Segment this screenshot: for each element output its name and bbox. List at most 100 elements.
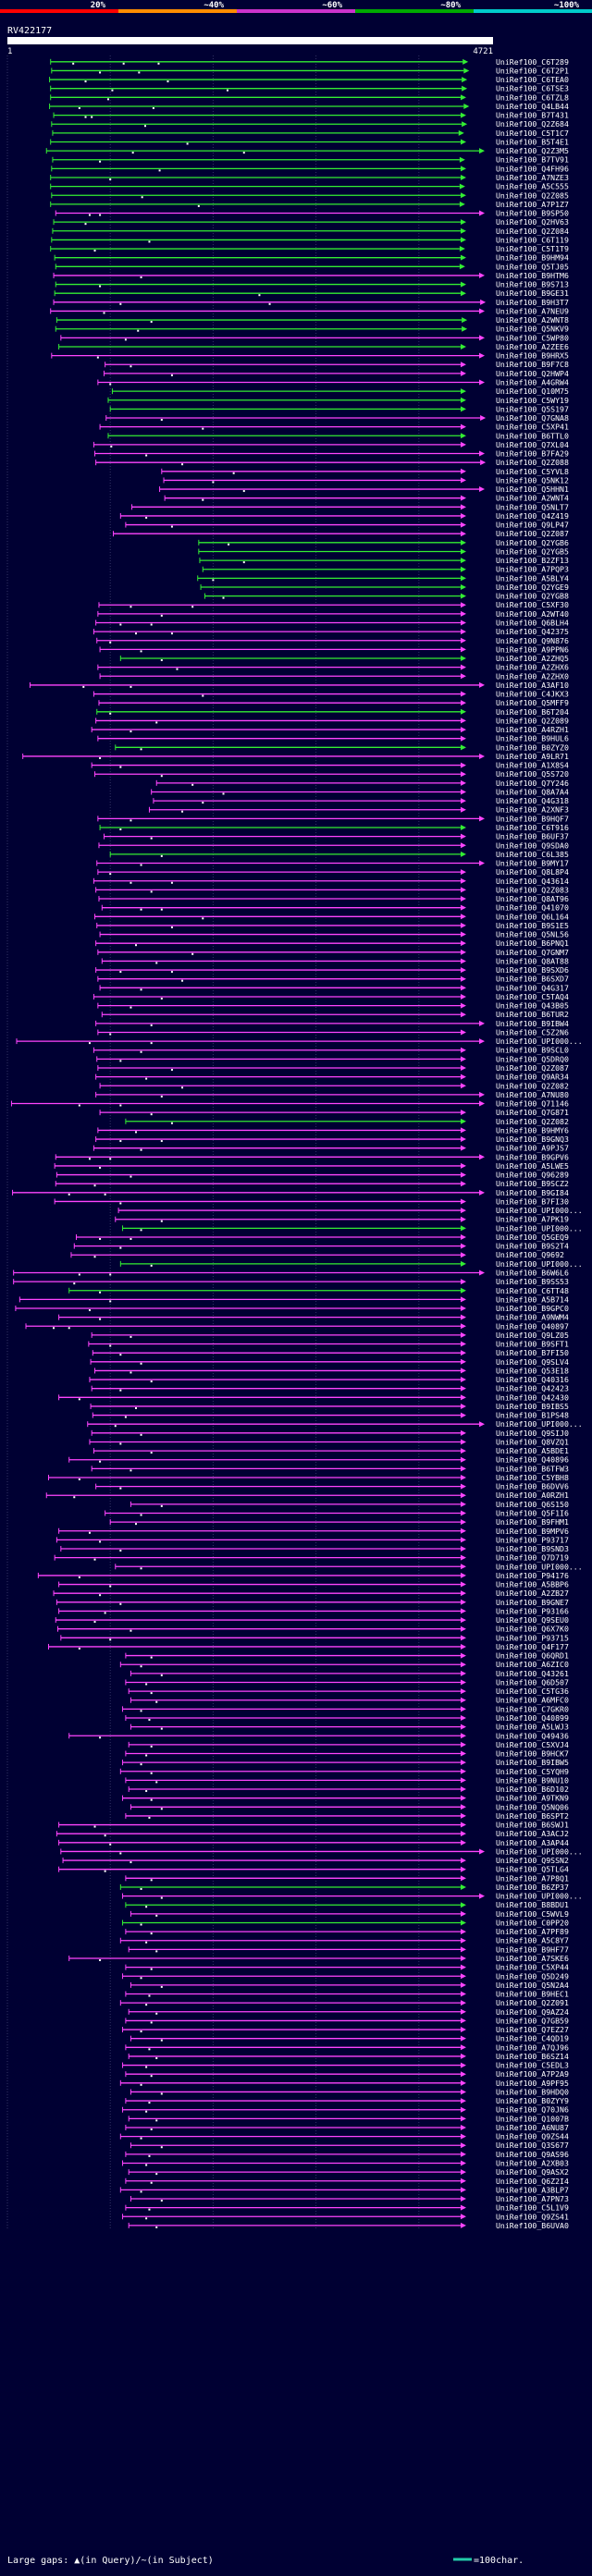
hit-row[interactable]: UniRef100_B9SFT1 — [88, 1340, 569, 1349]
hit-label[interactable]: UniRef100_Q2YGE9 — [496, 583, 569, 592]
hit-label[interactable]: UniRef100_Q9AS96 — [496, 2150, 569, 2159]
hit-row[interactable]: UniRef100_Q4LB44 — [49, 102, 569, 111]
hit-label[interactable]: UniRef100_B9H3T7 — [496, 298, 569, 307]
hit-label[interactable]: UniRef100_A5LWJ3 — [496, 1723, 569, 1732]
hit-label[interactable]: UniRef100_Q2Z083 — [496, 885, 569, 894]
hit-row[interactable]: UniRef100_C5YBH8 — [47, 1473, 569, 1482]
hit-label[interactable]: UniRef100_Q42430 — [496, 1392, 569, 1402]
hit-label[interactable]: UniRef100_B6SZ14 — [496, 2052, 569, 2061]
hit-row[interactable]: UniRef100_B9HTM6 — [53, 271, 569, 280]
hit-label[interactable]: UniRef100_Q5NKV9 — [496, 325, 569, 334]
hit-row[interactable]: UniRef100_B6TTL0 — [107, 431, 569, 440]
hit-row[interactable]: UniRef100_C5T1T9 — [50, 244, 569, 253]
hit-label[interactable]: UniRef100_A2ZHX0 — [496, 671, 569, 681]
hit-row[interactable]: UniRef100_Q2Z083 — [95, 885, 569, 894]
hit-label[interactable]: UniRef100_Q43B05 — [496, 1001, 569, 1011]
hit-label[interactable]: UniRef100_A5C8Y7 — [496, 1936, 569, 1945]
hit-row[interactable]: UniRef100_Q6S150 — [130, 1500, 569, 1509]
hit-row[interactable]: UniRef100_Q5TJ05 — [55, 262, 569, 271]
hit-row[interactable]: UniRef100_B9GI84 — [12, 1188, 569, 1197]
hit-row[interactable]: UniRef100_B9GPC0 — [15, 1304, 569, 1313]
hit-label[interactable]: UniRef100_Q40896 — [496, 1455, 569, 1465]
hit-row[interactable]: UniRef100_A5C8Y7 — [119, 1936, 569, 1945]
hit-row[interactable]: UniRef100_Q2YGB6 — [198, 538, 569, 547]
hit-label[interactable]: UniRef100_C5XP41 — [496, 423, 569, 432]
hit-row[interactable]: UniRef100_Q42430 — [58, 1392, 569, 1402]
hit-row[interactable]: UniRef100_B9HUL6 — [97, 734, 569, 743]
hit-label[interactable]: UniRef100_Q42423 — [496, 1384, 569, 1393]
hit-row[interactable]: UniRef100_B7FI30 — [54, 1196, 569, 1206]
hit-label[interactable]: UniRef100_A9PPN6 — [496, 644, 569, 654]
hit-row[interactable]: UniRef100_C4QD19 — [130, 2034, 569, 2043]
hit-row[interactable]: UniRef100_UPI000... — [122, 1892, 583, 1901]
hit-label[interactable]: UniRef100_C4QD19 — [496, 2034, 569, 2043]
hit-label[interactable]: UniRef100_Q9SEU0 — [496, 1615, 569, 1625]
hit-label[interactable]: UniRef100_B9IBW4 — [496, 1019, 569, 1028]
hit-row[interactable]: UniRef100_Q2Z087 — [97, 1063, 569, 1073]
hit-row[interactable]: UniRef100_A7P8Q1 — [125, 1873, 569, 1883]
hit-row[interactable]: UniRef100_B6UVA0 — [128, 2221, 569, 2230]
hit-label[interactable]: UniRef100_C6TT48 — [496, 1286, 569, 1295]
hit-row[interactable]: UniRef100_Q49436 — [68, 1731, 569, 1740]
hit-label[interactable]: UniRef100_Q9ASX2 — [496, 2167, 569, 2177]
hit-row[interactable]: UniRef100_A4GRW4 — [97, 377, 569, 386]
hit-label[interactable]: UniRef100_Q5NQ06 — [496, 1802, 569, 1811]
hit-label[interactable]: UniRef100_B9HTM6 — [496, 271, 569, 280]
hit-label[interactable]: UniRef100_A7PK19 — [496, 1215, 569, 1224]
hit-row[interactable]: UniRef100_Q5TLG4 — [58, 1865, 569, 1874]
hit-label[interactable]: UniRef100_A6MFC0 — [496, 1696, 569, 1705]
hit-label[interactable]: UniRef100_Q9SSN2 — [496, 1856, 569, 1865]
hit-label[interactable]: UniRef100_Q7D719 — [496, 1553, 569, 1563]
hit-label[interactable]: UniRef100_A7PF89 — [496, 1927, 569, 1936]
hit-label[interactable]: UniRef100_Q6Z2I4 — [496, 2177, 569, 2186]
hit-row[interactable]: UniRef100_B6UF37 — [104, 832, 569, 841]
hit-row[interactable]: UniRef100_Q8AT88 — [101, 956, 569, 965]
hit-label[interactable]: UniRef100_C5TG36 — [496, 1687, 569, 1696]
hit-label[interactable]: UniRef100_UPI000... — [496, 1037, 583, 1046]
hit-label[interactable]: UniRef100_Q5DRQ0 — [496, 1054, 569, 1063]
hit-row[interactable]: UniRef100_Q40897 — [25, 1321, 569, 1331]
hit-row[interactable]: UniRef100_Q40896 — [68, 1455, 569, 1465]
hit-label[interactable]: UniRef100_B9S1E5 — [496, 921, 569, 930]
hit-label[interactable]: UniRef100_Q5MFF9 — [496, 698, 569, 707]
hit-label[interactable]: UniRef100_Q4G318 — [496, 796, 569, 805]
hit-row[interactable]: UniRef100_A7P1Z7 — [50, 200, 569, 209]
hit-row[interactable]: UniRef100_Q9AR34 — [95, 1073, 569, 1082]
hit-row[interactable]: UniRef100_Q5HHN1 — [159, 485, 569, 494]
hit-label[interactable]: UniRef100_B9MPV6 — [496, 1527, 569, 1536]
hit-label[interactable]: UniRef100_UPI000... — [496, 1223, 583, 1233]
hit-row[interactable]: UniRef100_Q1007B — [128, 2114, 569, 2123]
hit-label[interactable]: UniRef100_A2ZHX6 — [496, 663, 569, 672]
hit-row[interactable]: UniRef100_Q7GNA8 — [105, 413, 569, 423]
hit-row[interactable]: UniRef100_UPI000... — [60, 1846, 583, 1856]
hit-label[interactable]: UniRef100_B0ZYZ0 — [496, 742, 569, 752]
hit-row[interactable]: UniRef100_A2XB03 — [122, 2158, 569, 2167]
hit-label[interactable]: UniRef100_B9HMY6 — [496, 1125, 569, 1135]
hit-label[interactable]: UniRef100_Q2Z088 — [496, 458, 569, 467]
hit-label[interactable]: UniRef100_B9NU10 — [496, 1775, 569, 1785]
hit-row[interactable]: UniRef100_Q53E18 — [94, 1366, 569, 1375]
hit-label[interactable]: UniRef100_Q8AT96 — [496, 894, 569, 903]
hit-label[interactable]: UniRef100_Q7EZ27 — [496, 2025, 569, 2034]
hit-label[interactable]: UniRef100_A7P1Z7 — [496, 200, 569, 209]
hit-row[interactable]: UniRef100_Q70JN6 — [122, 2105, 569, 2115]
hit-label[interactable]: UniRef100_Q9SLV4 — [496, 1357, 569, 1367]
hit-label[interactable]: UniRef100_B9HF77 — [496, 1944, 569, 1954]
hit-label[interactable]: UniRef100_UPI000... — [496, 1259, 583, 1269]
hit-label[interactable]: UniRef100_C6TEA0 — [496, 75, 569, 84]
hit-row[interactable]: UniRef100_Q5NK12 — [163, 475, 569, 485]
hit-row[interactable]: UniRef100_Q9ASX2 — [128, 2167, 569, 2177]
hit-label[interactable]: UniRef100_Q4F177 — [496, 1642, 569, 1651]
hit-row[interactable]: UniRef100_A9TKN9 — [122, 1794, 569, 1803]
hit-row[interactable]: UniRef100_A3BLP7 — [119, 2185, 569, 2194]
hit-label[interactable]: UniRef100_C5T1C7 — [496, 129, 569, 138]
hit-label[interactable]: UniRef100_Q8VZQ1 — [496, 1437, 569, 1446]
hit-label[interactable]: UniRef100_B6UF37 — [496, 832, 569, 841]
hit-row[interactable]: UniRef100_Q2Z085 — [51, 190, 569, 200]
hit-row[interactable]: UniRef100_Q5GEQ9 — [76, 1233, 569, 1242]
hit-label[interactable]: UniRef100_B9SS53 — [496, 1277, 569, 1286]
hit-row[interactable]: UniRef100_Q2Z082 — [125, 1117, 569, 1126]
hit-row[interactable]: UniRef100_C5WVL9 — [130, 1909, 569, 1919]
hit-row[interactable]: UniRef100_A3AP44 — [58, 1838, 569, 1847]
hit-row[interactable]: UniRef100_Q9AS96 — [125, 2150, 569, 2159]
